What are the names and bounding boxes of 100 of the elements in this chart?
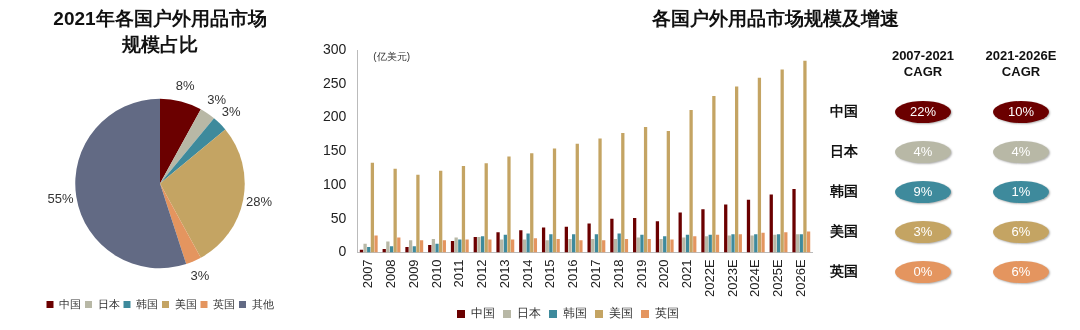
bar xyxy=(773,234,777,253)
bar xyxy=(724,204,728,253)
bar xyxy=(602,240,606,253)
data-label: 28% xyxy=(245,193,273,209)
bar xyxy=(693,236,697,253)
bar xyxy=(792,188,796,253)
data-label: 8% xyxy=(175,77,195,93)
chart-title: 2021年各国户外用品市场规模占比 xyxy=(52,7,268,57)
x-tick-label: 2013 xyxy=(496,259,512,289)
category-label: 日本 xyxy=(829,143,859,161)
bar xyxy=(670,239,674,253)
x-tick-label: 2023E xyxy=(724,259,740,297)
bar xyxy=(370,162,375,253)
bar xyxy=(803,60,807,253)
bar xyxy=(746,199,751,253)
x-tick-label: 2007 xyxy=(360,259,376,289)
series-label: 2021-2026E CAGR xyxy=(984,48,1058,81)
x-tick-label: 2016 xyxy=(565,259,581,289)
bar xyxy=(393,168,397,253)
y-tick-label: 250 xyxy=(323,74,347,91)
legend-label: 日本 xyxy=(97,297,120,310)
bar xyxy=(568,238,572,253)
x-tick-label: 2015 xyxy=(542,259,558,289)
y-tick-label: 100 xyxy=(323,175,347,192)
data-label: 55% xyxy=(47,190,74,206)
x-tick-label: 2008 xyxy=(383,259,399,289)
bar xyxy=(530,153,534,253)
bar xyxy=(735,86,739,253)
bar xyxy=(806,231,811,253)
bar xyxy=(572,234,576,253)
legend-label: 美国 xyxy=(174,297,197,310)
x-tick-label: 2018 xyxy=(610,259,626,289)
bar xyxy=(738,234,742,253)
bar xyxy=(419,240,424,253)
category-label: 中国 xyxy=(829,103,859,121)
legend-label: 美国 xyxy=(609,306,633,321)
bar xyxy=(663,236,667,253)
bar xyxy=(552,148,557,253)
category-label: 韩国 xyxy=(829,183,859,201)
x-tick-label: 2026E xyxy=(792,259,808,297)
data-label: 4% xyxy=(895,141,951,163)
bar xyxy=(405,247,409,253)
category-label: 英国 xyxy=(829,263,859,281)
bar xyxy=(712,95,716,253)
data-label: 3% xyxy=(190,267,210,283)
data-label: 1% xyxy=(993,181,1049,203)
bar xyxy=(594,234,599,253)
x-tick-label: 2019 xyxy=(633,259,649,289)
bar xyxy=(545,240,549,253)
x-tick-label: 2025E xyxy=(770,259,786,297)
bar xyxy=(643,126,648,253)
data-label: 6% xyxy=(993,261,1049,283)
y-tick-label: 50 xyxy=(330,209,347,226)
bar xyxy=(412,246,416,253)
bar xyxy=(757,77,762,253)
bar xyxy=(704,236,709,253)
bar xyxy=(374,235,378,253)
bar xyxy=(363,243,367,253)
x-tick-label: 2020 xyxy=(656,259,672,289)
bar xyxy=(655,221,660,253)
bar xyxy=(610,218,614,253)
bar xyxy=(484,163,488,253)
bar xyxy=(496,232,500,253)
bar xyxy=(784,232,788,253)
legend-label: 韩国 xyxy=(563,306,587,321)
x-tick-label: 2021 xyxy=(679,259,695,289)
bar xyxy=(621,132,625,253)
bar xyxy=(480,236,485,253)
legend-label: 其他 xyxy=(251,297,274,310)
bar xyxy=(761,232,765,253)
x-tick-label: 2014 xyxy=(519,259,535,289)
bar xyxy=(575,143,579,253)
bar xyxy=(633,218,637,253)
bar xyxy=(465,239,469,253)
x-tick-label: 2017 xyxy=(587,259,603,289)
y-axis-title: (亿美元) xyxy=(373,50,411,62)
x-tick-label: 2022E xyxy=(701,259,717,297)
bar xyxy=(780,69,784,253)
bar xyxy=(731,234,735,253)
bar xyxy=(389,246,394,253)
bar xyxy=(507,156,511,253)
data-label: 6% xyxy=(993,221,1049,243)
bar xyxy=(769,194,773,253)
data-label: 22% xyxy=(895,101,951,123)
chart-title: 各国户外用品市场规模及增速 xyxy=(650,7,900,31)
data-label: 3% xyxy=(895,221,951,243)
bar xyxy=(435,243,439,253)
bar xyxy=(533,238,538,253)
x-tick-label: 2011 xyxy=(451,259,467,288)
bar xyxy=(640,234,644,253)
bar xyxy=(754,234,758,253)
bar xyxy=(386,241,390,253)
legend-label: 韩国 xyxy=(136,297,158,310)
bar xyxy=(659,238,663,253)
bar xyxy=(598,138,602,253)
legend-label: 中国 xyxy=(59,297,81,310)
bar xyxy=(442,240,446,253)
bar xyxy=(666,130,670,253)
x-tick-label: 2024E xyxy=(747,259,763,297)
bar xyxy=(519,230,523,253)
